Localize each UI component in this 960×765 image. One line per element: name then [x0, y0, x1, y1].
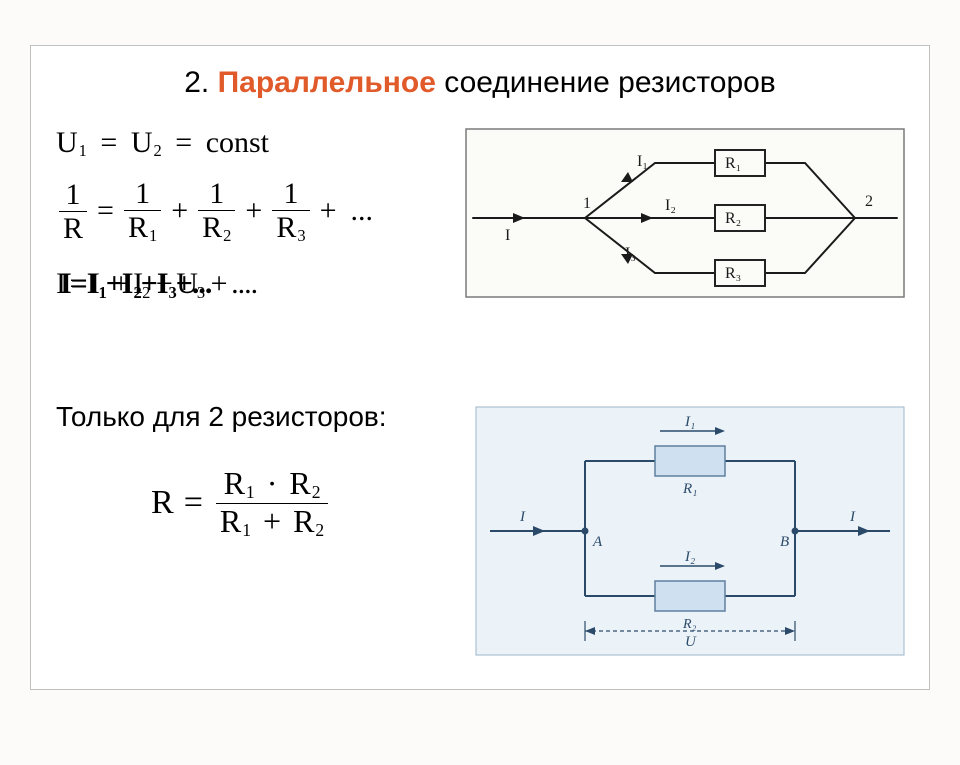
lbl-I2: I₂	[665, 197, 676, 214]
lbl2-I1: I₁	[684, 414, 695, 430]
lbl2-U: U	[685, 634, 697, 650]
diagram-three-parallel: I I₁ I₂ I₃ R₁ R₂ R₃ 1 2	[465, 128, 905, 298]
num: 1	[131, 177, 154, 210]
sub-1: 1	[78, 141, 87, 160]
title-rest: соединение резисторов	[436, 66, 776, 99]
den-R: R	[59, 212, 87, 245]
eq3-layer-front: I=I1+I2+I3+...	[60, 267, 211, 302]
R: R	[128, 211, 148, 244]
num: R1 · R2	[220, 466, 325, 503]
sym-const: const	[206, 126, 269, 159]
lbl-I3: I₃	[625, 245, 636, 262]
num-1: 1	[62, 178, 85, 211]
frac-1R3: 1 R3	[272, 177, 309, 245]
s1: 1	[245, 482, 255, 502]
op-plus: +	[245, 194, 262, 228]
sub: 2	[222, 226, 231, 245]
R: R	[224, 465, 245, 501]
s2: 2	[314, 520, 324, 540]
R2: R	[289, 465, 310, 501]
diagram-two-parallel: I I I₁ I₂ R₁ R₂ A B U	[475, 406, 905, 656]
lbl-node2: 2	[865, 193, 873, 210]
sub: 3	[296, 226, 305, 245]
equation-two-resistors: R = R1 · R2 R1 + R2	[151, 466, 331, 540]
sub: 1	[148, 226, 157, 245]
den: R1	[124, 211, 161, 245]
R: R	[202, 211, 222, 244]
frac-1R2: 1 R2	[198, 177, 235, 245]
frac-result: R1 · R2 R1 + R2	[216, 466, 328, 540]
op-eq: =	[184, 484, 203, 522]
R: R	[220, 503, 241, 539]
section-label: Только для 2 резисторов:	[56, 401, 387, 433]
lbl2-I2: I₂	[684, 549, 695, 565]
den: R2	[198, 211, 235, 245]
R2: R	[293, 503, 314, 539]
s1: 1	[241, 520, 251, 540]
lbl-R1: R₁	[725, 155, 741, 172]
s2: 2	[311, 482, 321, 502]
num: 1	[279, 177, 302, 210]
title-prefix: 2.	[184, 66, 217, 99]
lbl2-B: B	[780, 534, 789, 550]
den: R3	[272, 211, 309, 245]
title-highlight: Параллельное	[218, 66, 436, 99]
lbl2-R2: R₂	[682, 617, 697, 632]
op-eq: =	[97, 194, 114, 228]
lbl-I1: I₁	[637, 153, 648, 170]
op-eq: =	[100, 126, 117, 159]
sub-2: 2	[153, 141, 162, 160]
R: R	[276, 211, 296, 244]
num: 1	[205, 177, 228, 210]
equation-voltage: U1 = U2 = const	[56, 126, 380, 161]
lbl-R3: R₃	[725, 265, 741, 282]
den: R1 + R2	[216, 504, 328, 541]
equation-reciprocal: 1 R = 1 R1 + 1 R2 + 1 R3 + ..	[56, 177, 380, 245]
lbl-R2: R₂	[725, 210, 741, 227]
equations-block: U1 = U2 = const 1 R = 1 R1 + 1 R2	[56, 126, 380, 307]
lbl-node1: 1	[583, 195, 591, 212]
plus: +	[263, 503, 281, 539]
lbl2-A: A	[592, 534, 603, 550]
sym-R: R	[151, 484, 174, 522]
op-plus: +	[171, 194, 188, 228]
op-plus: +	[320, 194, 337, 228]
dot: ·	[267, 465, 278, 501]
op-eq2: =	[175, 126, 192, 159]
lbl2-R1: R₁	[682, 481, 697, 497]
dots: ...	[351, 194, 374, 228]
lbl2-I-left: I	[519, 509, 526, 525]
sym-U: U	[56, 126, 78, 159]
lbl-I: I	[505, 227, 510, 244]
lbl2-I-right: I	[849, 509, 856, 525]
sym-U2: U	[131, 126, 153, 159]
equation-current-garbled: I = I1 + I2 + U3 + .... I=I1+I2+I3+...	[56, 267, 380, 307]
frac-1R1: 1 R1	[124, 177, 161, 245]
slide: 2. Параллельное соединение резисторов U1…	[30, 45, 930, 690]
frac-1R: 1 R	[59, 178, 87, 245]
title: 2. Параллельное соединение резисторов	[31, 66, 929, 100]
